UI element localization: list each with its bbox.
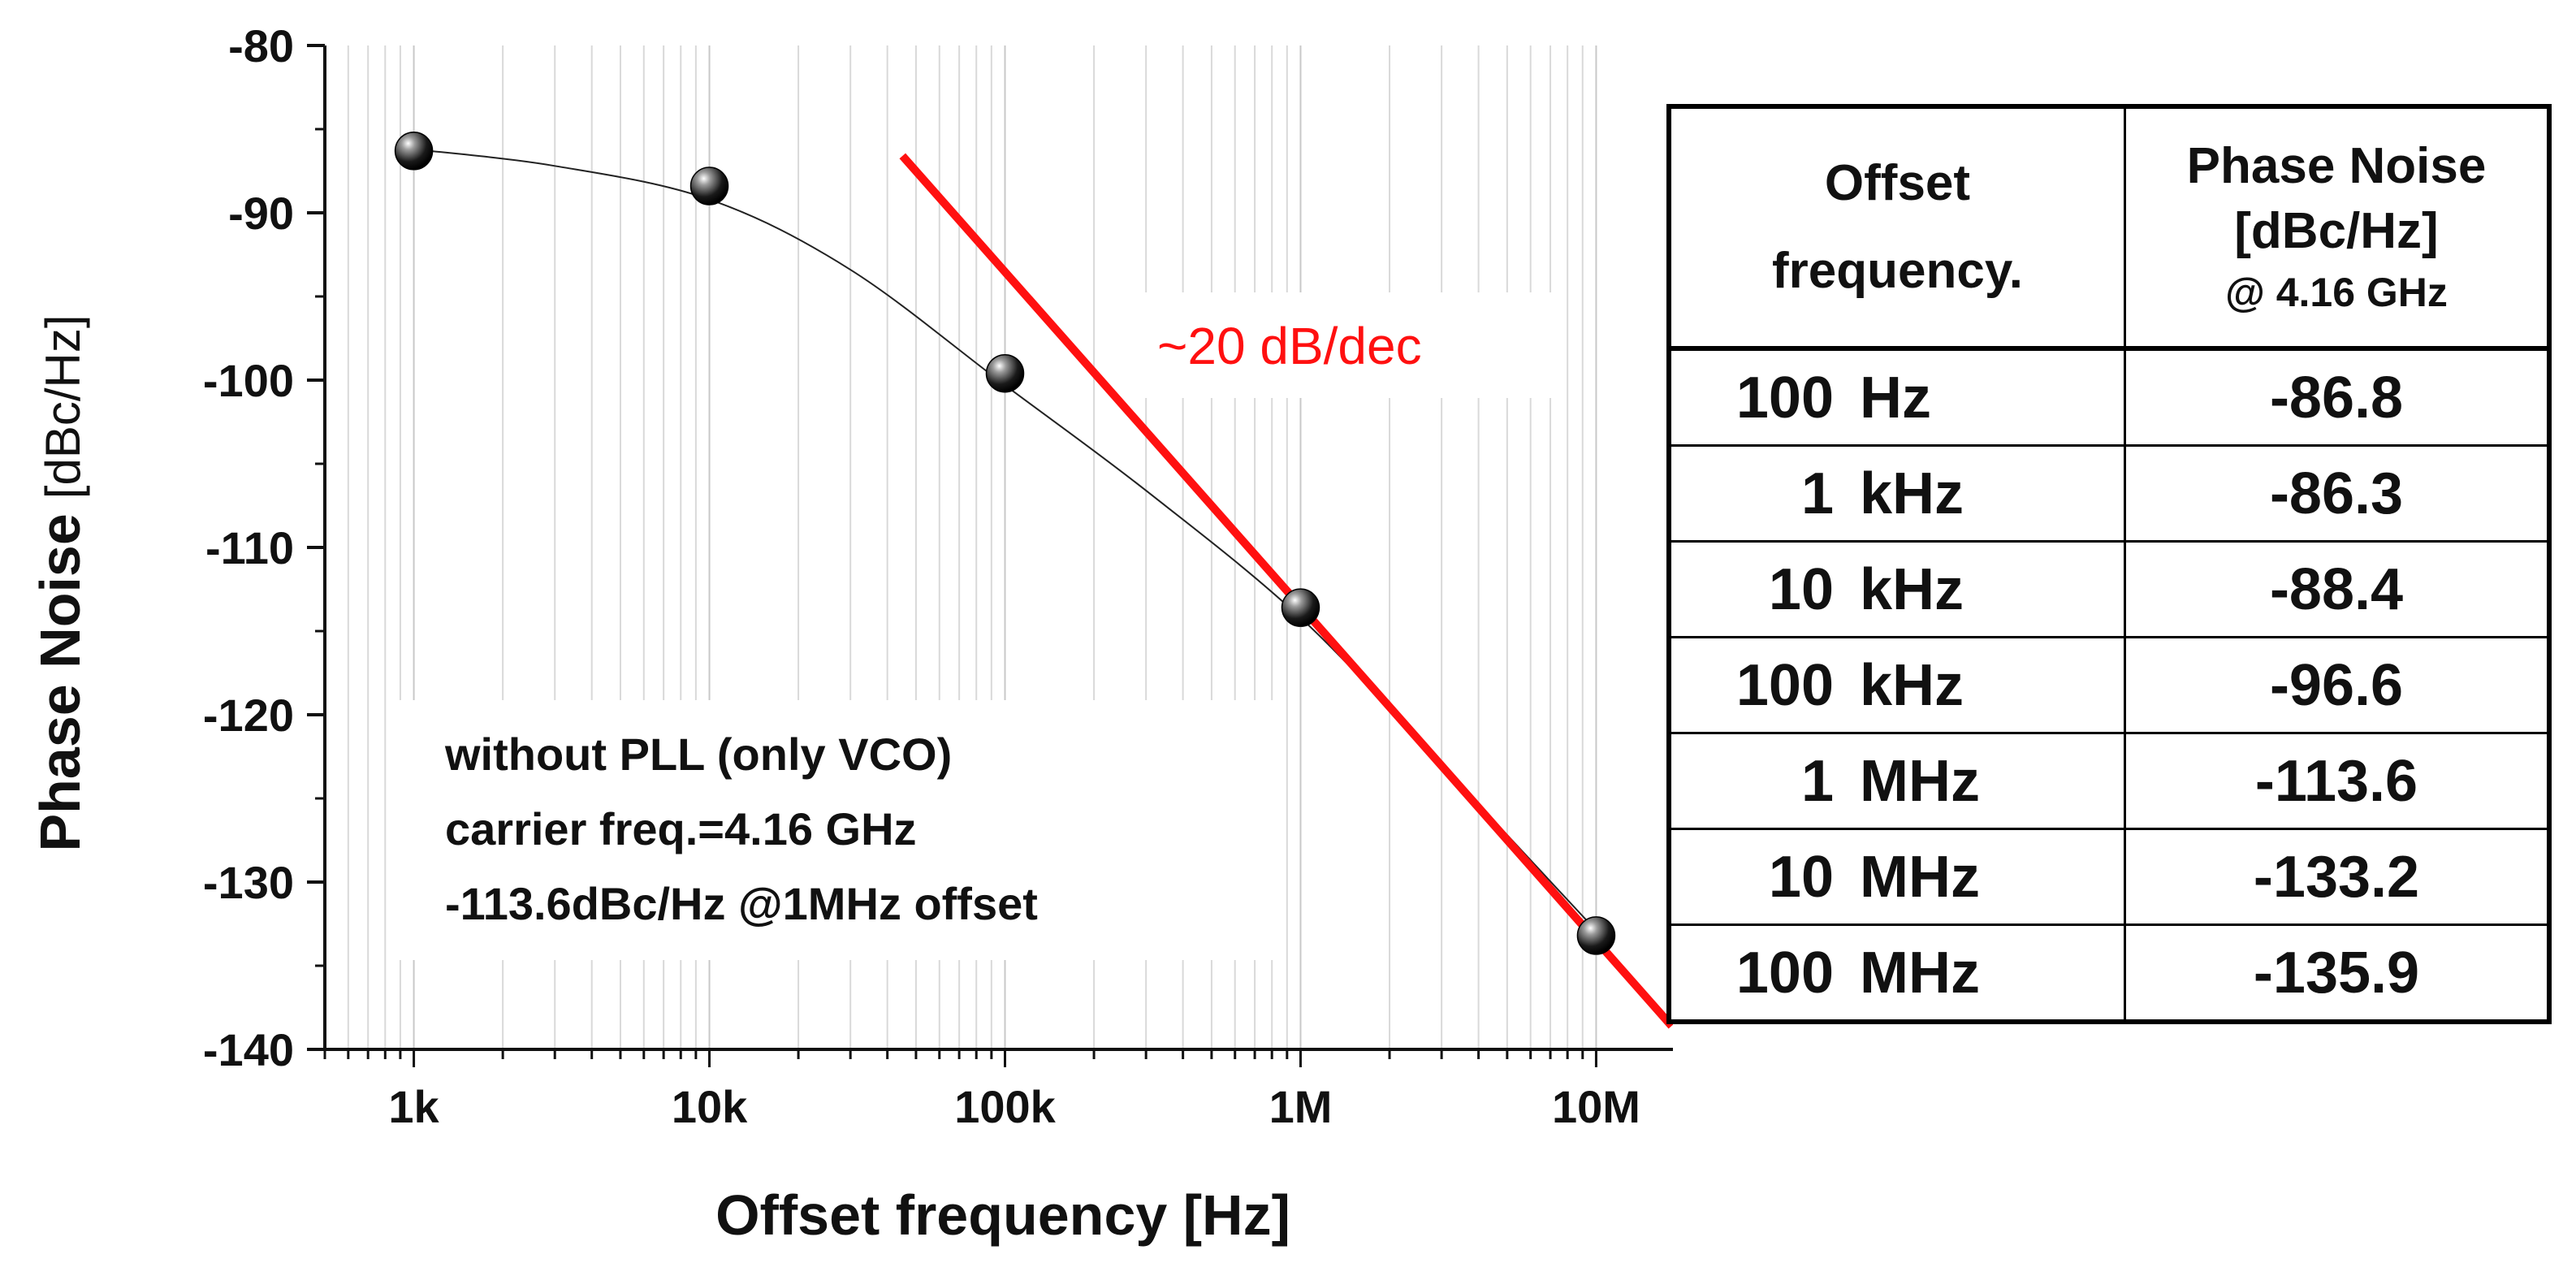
table-row: 100 Hz -86.8 <box>1667 347 2551 447</box>
annotation-line-2: carrier freq.=4.16 GHz <box>445 803 917 854</box>
data-points <box>394 132 1616 955</box>
offset-number: 10 <box>1768 556 1834 622</box>
offset-unit: kHz <box>1860 461 1964 526</box>
offset-unit: MHz <box>1860 748 1980 814</box>
header-pn-carrier: @ 4.16 GHz <box>2225 270 2448 315</box>
table-row: 10 kHz -88.4 <box>1667 540 2551 638</box>
cell-phase-noise: -133.2 <box>2124 828 2551 926</box>
header-pn-line-2: [dBc/Hz] <box>2234 203 2439 259</box>
offset-unit: MHz <box>1860 940 1980 1006</box>
header-offset-frequency: Offset frequency. <box>1667 105 2126 351</box>
x-axis-title: Offset frequency [Hz] <box>715 1183 1290 1247</box>
cell-offset: 10 kHz <box>1667 540 2126 638</box>
y-tick-label: -140 <box>203 1024 294 1075</box>
offset-number: 1 <box>1800 748 1834 814</box>
cell-phase-noise: -113.6 <box>2124 732 2551 830</box>
data-point <box>394 132 434 171</box>
table-row: 100 kHz -96.6 <box>1667 636 2551 734</box>
x-tick-label: 100k <box>954 1081 1056 1132</box>
offset-unit: MHz <box>1860 844 1980 910</box>
header-pn-line-1: Phase Noise <box>2186 138 2487 194</box>
ticks: -80 -90 -100 -110 -120 -130 -140 1k 10k 100k 1M 10M <box>203 20 1640 1132</box>
annotation-box: without PLL (only VCO) carrier freq.=4.1… <box>398 700 1275 960</box>
data-point <box>1281 588 1320 627</box>
offset-number: 100 <box>1735 652 1834 718</box>
cell-phase-noise: -135.9 <box>2124 923 2551 1023</box>
cell-offset: 10 MHz <box>1667 828 2126 926</box>
y-tick-label: -100 <box>203 355 294 406</box>
offset-number: 10 <box>1768 844 1834 910</box>
cell-phase-noise: -86.8 <box>2124 347 2551 447</box>
data-point <box>689 167 729 205</box>
y-tick-label: -90 <box>228 188 294 239</box>
header-phase-noise: Phase Noise [dBc/Hz] @ 4.16 GHz <box>2124 105 2551 351</box>
y-axis-title-unit: [dBc/Hz] <box>36 314 90 499</box>
y-tick-label: -130 <box>203 857 294 908</box>
phase-noise-table: Offset frequency. Phase Noise [dBc/Hz] @… <box>1666 104 2552 1024</box>
annotation-line-3: -113.6dBc/Hz @1MHz offset <box>445 878 1038 929</box>
x-tick-label: 10k <box>672 1081 748 1132</box>
x-tick-label: 1k <box>388 1081 439 1132</box>
annotation-line-1: without PLL (only VCO) <box>444 729 952 780</box>
header-offset-line-2: frequency. <box>1772 243 2023 299</box>
phase-noise-chart: without PLL (only VCO) carrier freq.=4.1… <box>28 20 1673 1247</box>
slope-label-group: ~20 dB/dec <box>1129 292 1559 398</box>
offset-number: 100 <box>1735 365 1834 430</box>
table-header-row: Offset frequency. Phase Noise [dBc/Hz] @… <box>1667 105 2551 351</box>
cell-offset: 100 Hz <box>1667 347 2126 447</box>
x-tick-label: 10M <box>1552 1081 1640 1132</box>
offset-unit: kHz <box>1860 652 1964 718</box>
y-axis-title-main: Phase Noise <box>28 513 92 851</box>
x-tick-label: 1M <box>1269 1081 1333 1132</box>
trend-line-group <box>899 153 1673 1029</box>
cell-offset: 100 MHz <box>1667 923 2126 1023</box>
cell-phase-noise: -86.3 <box>2124 444 2551 543</box>
offset-number: 1 <box>1800 461 1834 526</box>
cell-offset: 100 kHz <box>1667 636 2126 734</box>
slope-label: ~20 dB/dec <box>1157 317 1422 375</box>
trend-line-20db-dec <box>899 153 1673 1029</box>
offset-unit: Hz <box>1860 365 1931 430</box>
header-offset-line-1: Offset <box>1824 155 1971 211</box>
y-tick-label: -110 <box>205 522 294 573</box>
cell-phase-noise: -96.6 <box>2124 636 2551 734</box>
table-row: 10 MHz -133.2 <box>1667 828 2551 926</box>
cell-phase-noise: -88.4 <box>2124 540 2551 638</box>
y-axis-title: Phase Noise [dBc/Hz] <box>28 314 92 851</box>
cell-offset: 1 kHz <box>1667 444 2126 543</box>
y-tick-label: -80 <box>228 20 294 71</box>
table-row: 1 kHz -86.3 <box>1667 444 2551 543</box>
offset-number: 100 <box>1735 940 1834 1006</box>
data-point <box>985 354 1025 393</box>
table-row: 100 MHz -135.9 <box>1667 923 2551 1023</box>
cell-offset: 1 MHz <box>1667 732 2126 830</box>
y-tick-label: -120 <box>203 690 294 741</box>
table-row: 1 MHz -113.6 <box>1667 732 2551 830</box>
data-point <box>1576 916 1616 955</box>
offset-unit: kHz <box>1860 556 1964 622</box>
